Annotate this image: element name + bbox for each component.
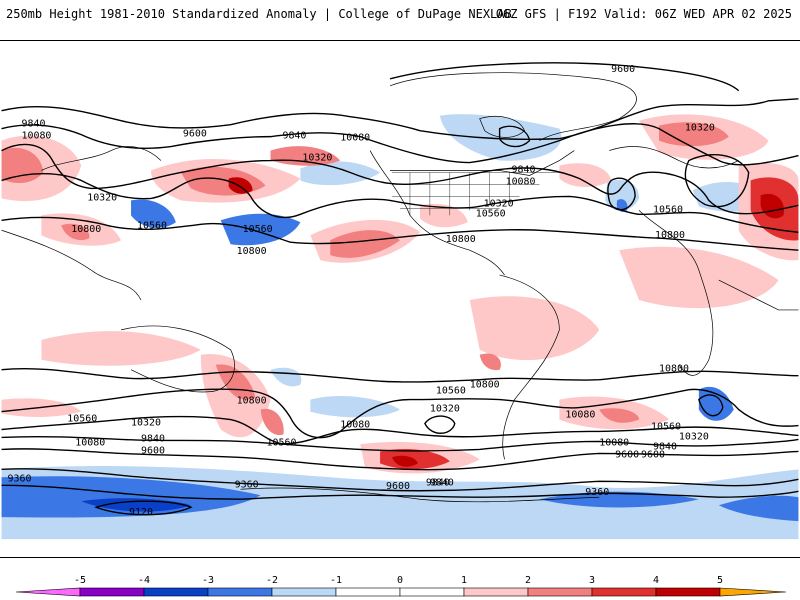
contour-label: 10800 xyxy=(470,380,500,391)
height-contours xyxy=(1,62,799,516)
colorbar-tick-label: -2 xyxy=(266,575,278,586)
contour-label: 9600 xyxy=(386,481,410,492)
contour-label: 9600 xyxy=(615,449,639,460)
map-title: 250mb Height 1981-2010 Standardized Anom… xyxy=(6,7,512,21)
contour-label: 9840 xyxy=(426,477,450,488)
contour-label: 10080 xyxy=(599,437,629,448)
contour-label: 10800 xyxy=(446,234,476,245)
contour-label: 10560 xyxy=(476,208,506,219)
contour-label: 10800 xyxy=(237,396,267,407)
colorbar-tick-label: 3 xyxy=(589,575,595,586)
contour-label: 9840 xyxy=(141,433,165,444)
colorbar-segment xyxy=(655,587,721,597)
contour-label: 10080 xyxy=(340,133,370,144)
contour-label: 10320 xyxy=(484,198,514,209)
colorbar-segment xyxy=(207,587,273,597)
colorbar-segment xyxy=(271,587,337,597)
colorbar-tick-label: 0 xyxy=(397,575,403,586)
contour-label: 10560 xyxy=(436,386,466,397)
contour-label: 10320 xyxy=(131,418,161,429)
contour-label: 9360 xyxy=(585,487,609,498)
contour-label: 10800 xyxy=(237,246,267,257)
model-run-info: 06Z GFS | F192 Valid: 06Z WED APR 02 202… xyxy=(495,7,792,21)
contour-label: 10560 xyxy=(653,204,683,215)
colorbar-ticks: -5 -4 -3 -2 -1 0 1 2 3 4 5 xyxy=(74,575,723,586)
contour-label: 10080 xyxy=(565,410,595,421)
colorbar-tick-label: -3 xyxy=(202,575,214,586)
contour-label: 9360 xyxy=(8,473,32,484)
contour-label: 10080 xyxy=(21,131,51,142)
contour-label: 10800 xyxy=(71,224,101,235)
contour-label: 10320 xyxy=(679,431,709,442)
colorbar-tick-label: 1 xyxy=(461,575,467,586)
contour-label: 9360 xyxy=(235,479,259,490)
colorbar-tick-label: -4 xyxy=(138,575,150,586)
contour-label: 10560 xyxy=(137,220,167,231)
colorbar-tick-label: 2 xyxy=(525,575,531,586)
colorbar-tick-label: -1 xyxy=(330,575,342,586)
contour-label: 9840 xyxy=(430,477,454,488)
contour-label: 9840 xyxy=(653,441,677,452)
contour-label: 10080 xyxy=(506,176,536,187)
colorbar-segment xyxy=(399,587,465,597)
coastlines xyxy=(1,72,799,503)
colorbar-segments xyxy=(15,587,787,597)
anomaly-colorbar: -5 -4 -3 -2 -1 0 1 2 3 4 5 xyxy=(15,575,787,597)
contour-label: 10080 xyxy=(340,420,370,431)
contour-label: 10560 xyxy=(267,437,297,448)
contour-label: 10560 xyxy=(243,224,273,235)
contour-label: 10560 xyxy=(67,414,97,425)
colorbar-tick-label: -5 xyxy=(74,575,86,586)
colorbar-low-extension xyxy=(15,587,81,597)
colorbar-segment xyxy=(143,587,209,597)
contour-label: 9840 xyxy=(282,131,306,142)
anomaly-map: 9600 9840 10080 9600 9840 10080 10320 10… xyxy=(0,40,800,558)
contour-labels: 9600 9840 10080 9600 9840 10080 10320 10… xyxy=(8,64,715,518)
colorbar-segment xyxy=(79,587,145,597)
colorbar-segment xyxy=(463,587,529,597)
colorbar-high-extension xyxy=(719,587,787,597)
contour-label: 10560 xyxy=(651,421,681,432)
contour-label: 9840 xyxy=(21,119,45,130)
contour-label: 9600 xyxy=(141,445,165,456)
colorbar-segment xyxy=(527,587,593,597)
colorbar-segment xyxy=(591,587,657,597)
contour-label: 9840 xyxy=(512,164,536,175)
colorbar-segment xyxy=(335,587,401,597)
contour-label: 10320 xyxy=(87,192,117,203)
colorbar-tick-label: 5 xyxy=(717,575,723,586)
contour-label: 10320 xyxy=(685,123,715,134)
contour-label: 9120 xyxy=(129,507,153,518)
contour-label: 10800 xyxy=(655,230,685,241)
negative-anomaly-shading xyxy=(1,114,799,540)
contour-label: 9600 xyxy=(641,449,665,460)
contour-label: 9600 xyxy=(183,129,207,140)
contour-label: 9600 xyxy=(611,64,635,75)
contour-label: 10800 xyxy=(659,364,689,375)
colorbar-tick-label: 4 xyxy=(653,575,659,586)
contour-label: 10080 xyxy=(75,437,105,448)
contour-label: 10320 xyxy=(430,404,460,415)
us-state-borders xyxy=(392,172,560,216)
contour-label: 10320 xyxy=(302,153,332,164)
